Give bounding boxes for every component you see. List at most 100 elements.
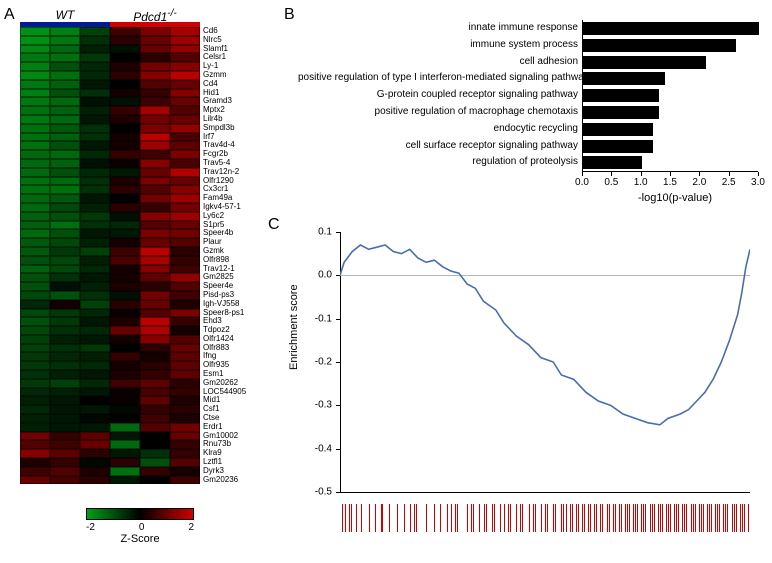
- bar: [583, 39, 736, 52]
- heatmap-cell: [170, 300, 200, 309]
- heatmap-cell: [20, 80, 50, 89]
- heatmap-cell: [50, 80, 80, 89]
- gsea-rug-tick: [529, 504, 530, 532]
- heatmap-row: Cd6: [20, 27, 260, 36]
- heatmap-cell: [110, 361, 140, 370]
- gsea-xaxis-line: [340, 492, 750, 493]
- colorbar-title: Z-Score: [86, 533, 194, 545]
- gsea-rug-tick: [654, 504, 655, 532]
- heatmap-cell: [50, 467, 80, 476]
- heatmap-cell: [170, 344, 200, 353]
- heatmap-cell: [110, 89, 140, 98]
- heatmap-cell: [140, 150, 170, 159]
- heatmap-cell: [110, 282, 140, 291]
- heatmap-cell: [50, 115, 80, 124]
- heatmap-cell: [110, 247, 140, 256]
- heatmap-cell: [20, 36, 50, 45]
- heatmap-cell: [170, 212, 200, 221]
- bar: [583, 140, 653, 153]
- heatmap-cell: [110, 405, 140, 414]
- heatmap-row: Rnu73b: [20, 440, 260, 449]
- heatmap-cell: [50, 370, 80, 379]
- heatmap-cell: [80, 291, 110, 300]
- heatmap-cell: [110, 458, 140, 467]
- heatmap-cell: [80, 159, 110, 168]
- heatmap-cell: [140, 379, 170, 388]
- bar: [583, 72, 665, 85]
- heatmap-header-pdcd1-sup: -/-: [167, 8, 176, 19]
- heatmap-cell: [110, 238, 140, 247]
- heatmap-cell: [140, 458, 170, 467]
- heatmap-cell: [80, 265, 110, 274]
- heatmap-cell: [20, 53, 50, 62]
- heatmap-cell: [110, 97, 140, 106]
- heatmap-cells: [20, 300, 200, 309]
- gsea-rug-tick: [645, 504, 646, 532]
- heatmap-cell: [140, 282, 170, 291]
- gsea-rug-tick: [627, 504, 628, 532]
- heatmap-cells: [20, 89, 200, 98]
- gsea-rug-tick: [451, 504, 452, 532]
- heatmap-cells: [20, 36, 200, 45]
- heatmap-cell: [80, 352, 110, 361]
- heatmap-cell: [80, 476, 110, 485]
- heatmap-cell: [80, 370, 110, 379]
- heatmap-cell: [140, 27, 170, 36]
- heatmap-cell: [80, 229, 110, 238]
- heatmap-cell: [110, 326, 140, 335]
- heatmap-cell: [80, 62, 110, 71]
- gsea-rug-tick: [670, 504, 671, 532]
- heatmap-cell: [50, 221, 80, 230]
- heatmap-cells: [20, 291, 200, 300]
- gsea-rug-tick: [613, 504, 614, 532]
- bar-xtick: [611, 172, 612, 176]
- heatmap-cell: [140, 177, 170, 186]
- heatmap-cell: [50, 89, 80, 98]
- heatmap-cell: [140, 405, 170, 414]
- heatmap-cell: [140, 300, 170, 309]
- gsea-rug-tick: [349, 504, 350, 532]
- gsea-rug-tick: [650, 504, 651, 532]
- heatmap-cell: [170, 476, 200, 485]
- heatmap-row: Speer8-ps1: [20, 309, 260, 318]
- heatmap-cell: [20, 467, 50, 476]
- heatmap-cell: [20, 97, 50, 106]
- panel-label-b: B: [284, 6, 295, 24]
- heatmap-cell: [140, 449, 170, 458]
- heatmap-cell: [80, 405, 110, 414]
- gsea-curve-path: [340, 245, 750, 425]
- heatmap-cells: [20, 150, 200, 159]
- heatmap-cell: [80, 141, 110, 150]
- gsea-rug-tick: [662, 504, 663, 532]
- heatmap-cell: [80, 194, 110, 203]
- bar-label: cell surface receptor signaling pathway: [298, 140, 578, 151]
- gsea-rug-tick: [629, 504, 630, 532]
- heatmap-cell: [50, 124, 80, 133]
- heatmap-cell: [20, 194, 50, 203]
- heatmap-cell: [140, 36, 170, 45]
- barchart-xaxis: 0.00.51.01.52.02.53.0: [582, 172, 758, 192]
- gsea-rug-tick: [709, 504, 710, 532]
- colorbar-tick: 0: [139, 522, 145, 533]
- gsea-rug-tick: [678, 504, 679, 532]
- heatmap-cell: [170, 71, 200, 80]
- heatmap-cell: [50, 203, 80, 212]
- heatmap-grid: Cd6Nlrc5Slamf1Celsr1Ly-1GzmmCd4Hid1Gramd…: [20, 27, 260, 484]
- heatmap-cell: [110, 150, 140, 159]
- heatmap-cells: [20, 379, 200, 388]
- heatmap-cell: [20, 317, 50, 326]
- heatmap-cell: [50, 423, 80, 432]
- heatmap-cell: [20, 212, 50, 221]
- heatmap-row: Klra9: [20, 449, 260, 458]
- heatmap-cell: [80, 414, 110, 423]
- heatmap-cell: [50, 405, 80, 414]
- gsea-rug-tick: [510, 504, 511, 532]
- gsea-rug-tick: [699, 504, 700, 532]
- heatmap-cell: [50, 141, 80, 150]
- gsea-rug-tick: [643, 504, 644, 532]
- heatmap-cell: [170, 247, 200, 256]
- gsea-rug-tick: [736, 504, 737, 532]
- heatmap-cell: [170, 317, 200, 326]
- heatmap-cell: [80, 185, 110, 194]
- heatmap-cell: [140, 238, 170, 247]
